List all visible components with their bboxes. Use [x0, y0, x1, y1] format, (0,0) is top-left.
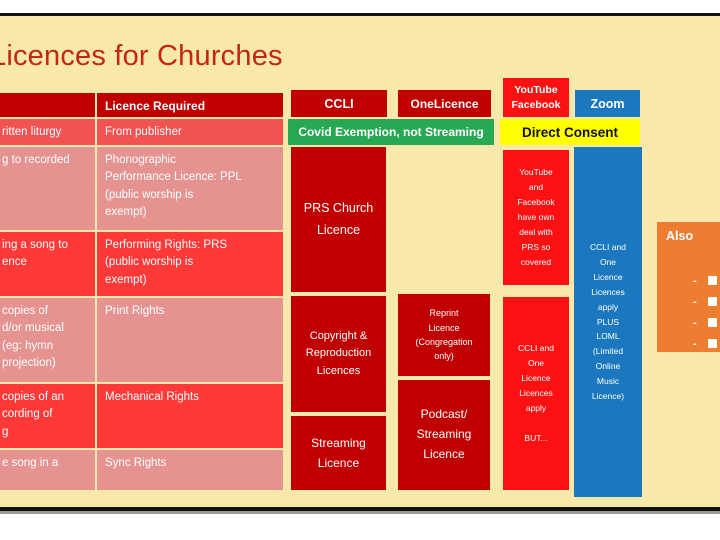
- slide-top-border: [0, 13, 720, 16]
- column-header-youtube-facebook: YouTube Facebook: [503, 78, 569, 117]
- also-bullet-item: -: [693, 270, 717, 291]
- bullet-text-cutoff: [707, 339, 717, 348]
- also-box: Also - - - -: [657, 222, 720, 352]
- bullet-text-cutoff: [707, 297, 717, 306]
- slide-canvas: Licences for Churches Licence Required r…: [0, 16, 720, 507]
- box-zoom-licences-apply: CCLI and One Licence Licences apply PLUS…: [574, 147, 642, 497]
- box-copyright-reproduction-licences: Copyright & Reproduction Licences: [291, 296, 386, 412]
- banner-covid-exemption: Covid Exemption, not Streaming: [288, 119, 494, 145]
- also-bullet-item: -: [693, 312, 717, 333]
- box-prs-church-licence: PRS Church Licence: [291, 147, 386, 292]
- box-reprint-licence: Reprint Licence (Congregation only): [398, 294, 490, 376]
- also-box-title: Also: [666, 229, 694, 243]
- also-bullet-item: -: [693, 291, 717, 312]
- slide-title: Licences for Churches: [0, 40, 283, 72]
- column-header-onelicence: OneLicence: [398, 90, 491, 117]
- banner-direct-consent: Direct Consent: [500, 119, 640, 145]
- table-row-licence: Performing Rights: PRS (public worship i…: [97, 232, 283, 296]
- also-bullet-list: - - - -: [693, 270, 717, 354]
- table-row-activity: copies of an cording of g: [0, 384, 95, 448]
- table-row-licence: Print Rights: [97, 298, 283, 382]
- box-podcast-streaming-licence: Podcast/ Streaming Licence: [398, 380, 490, 490]
- table-row-licence: Phonographic Performance Licence: PPL (p…: [97, 147, 283, 230]
- bullet-dash: -: [693, 337, 697, 350]
- column-header-ccli: CCLI: [291, 90, 387, 117]
- table-row-activity: ritten liturgy: [0, 119, 95, 145]
- bullet-dash: -: [693, 295, 697, 308]
- slide-bottom-border: [0, 507, 720, 511]
- also-bullet-item: -: [693, 333, 717, 354]
- table-header-activity: [0, 93, 95, 117]
- box-youtube-facebook-licences-apply: CCLI and One Licence Licences apply BUT.…: [503, 297, 569, 490]
- table-row-licence: Mechanical Rights: [97, 384, 283, 448]
- bullet-dash: -: [693, 316, 697, 329]
- bullet-text-cutoff: [707, 318, 717, 327]
- table-row-activity: g to recorded: [0, 147, 95, 230]
- table-row-licence: From publisher: [97, 119, 283, 145]
- column-header-zoom: Zoom: [575, 90, 640, 117]
- table-row-activity: copies of d/or musical (eg: hymn project…: [0, 298, 95, 382]
- box-streaming-licence: Streaming Licence: [291, 416, 386, 490]
- table-row-activity: e song in a: [0, 450, 95, 490]
- slide-bottom-shadow: [0, 511, 720, 514]
- table-row-licence: Sync Rights: [97, 450, 283, 490]
- table-header-licence-required: Licence Required: [97, 93, 283, 117]
- box-youtube-facebook-prs-deal: YouTube and Facebook have own deal with …: [503, 150, 569, 285]
- table-row-activity: ing a song to ence: [0, 232, 95, 296]
- bullet-dash: -: [693, 274, 697, 287]
- bullet-text-cutoff: [707, 276, 717, 285]
